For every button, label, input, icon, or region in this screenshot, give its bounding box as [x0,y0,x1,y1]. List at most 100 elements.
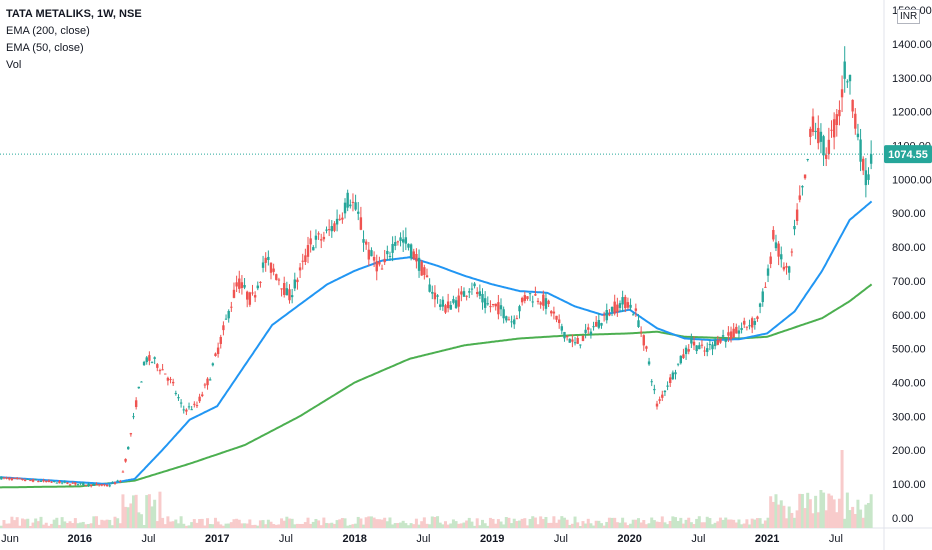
candle-body [322,236,326,240]
volume-bar [126,507,130,528]
volume-bar [306,517,310,528]
candle-body [801,186,804,188]
volume-bar [864,504,868,528]
candle-body [468,291,471,293]
volume-bar [396,523,400,528]
candle-body [306,245,310,257]
volume-bar [203,525,207,528]
volume-bar [412,524,416,528]
volume-bar [549,522,553,528]
candle-body [338,218,341,220]
candle-body [280,288,283,290]
volume-bar [560,516,564,528]
volume-bar [346,525,350,528]
volume-bar [129,503,133,528]
volume-bar [430,516,434,528]
volume-bar [454,521,458,528]
candle-body [719,338,722,343]
candle-body [671,372,675,380]
candle-body [478,291,482,296]
candle-body [748,325,751,327]
volume-bar [745,519,749,528]
volume-bar [57,525,61,528]
volume-bar [623,522,627,528]
volume-bar [79,522,83,528]
volume-bar [174,519,178,528]
candle-body [534,294,537,296]
candle-body [100,484,103,486]
candle-body [383,258,386,263]
volume-bar [576,522,580,528]
volume-bar [859,509,863,528]
candle-body [0,476,3,480]
volume-bar [213,517,217,528]
candle-body [60,482,64,484]
volume-bar [578,525,582,528]
candle-body [261,262,265,268]
volume-bar [219,524,223,528]
volume-bar [153,499,157,528]
volume-bar [684,519,688,528]
candle-body [764,286,767,288]
volume-bar [211,524,215,528]
candle-body [666,385,669,387]
volume-bar [687,517,691,528]
candle-body [486,303,489,305]
volume-bar [660,516,664,528]
volume-bar [261,520,265,528]
volume-bar [399,522,403,528]
y-tick-label: 600.00 [892,310,926,322]
candle-body [637,320,640,327]
x-tick-label: Jul [141,533,155,545]
volume-bar [216,521,220,528]
volume-bar [240,523,244,528]
volume-bar [393,523,397,528]
candle-body [84,484,88,486]
candle-body [216,347,220,355]
volume-bar [100,519,104,528]
volume-bar [499,521,503,528]
volume-bar [383,517,387,528]
volume-bar [856,499,860,528]
candle-body [253,295,257,298]
volume-bar [642,520,646,528]
candle-body [105,485,109,487]
volume-bar [718,517,722,528]
candle-body [45,481,48,483]
volume-bar [31,522,35,528]
candle-body [737,330,741,334]
volume-bar [520,518,524,528]
volume-bar [851,506,855,528]
candle-body [684,347,688,355]
volume-bar [494,523,498,528]
candle-body [862,158,865,171]
volume-bar [145,495,149,528]
candle-body [230,306,233,308]
currency-badge[interactable]: INR [897,9,921,24]
volume-bar [187,525,191,528]
x-tick-label: 2019 [480,533,504,545]
volume-bar [716,521,720,528]
candle-body [576,337,579,344]
volume-bar [708,518,712,528]
candle-body [777,243,780,257]
candle-body [489,306,492,308]
volume-bar [422,517,426,528]
candle-body [158,370,162,372]
candle-body [370,250,373,257]
volume-bar [142,524,146,528]
volume-bar [581,521,585,528]
volume-bar [787,506,791,528]
candle-body [793,226,796,230]
volume-bar [13,520,17,528]
volume-bar [322,517,326,528]
volume-bar [309,523,313,528]
candle-body [185,409,188,412]
ema-50-line [0,200,873,486]
candle-body [171,381,175,384]
candle-body [439,304,442,307]
volume-bar [340,518,344,528]
candle-body [412,251,415,259]
volume-bar [388,517,392,528]
